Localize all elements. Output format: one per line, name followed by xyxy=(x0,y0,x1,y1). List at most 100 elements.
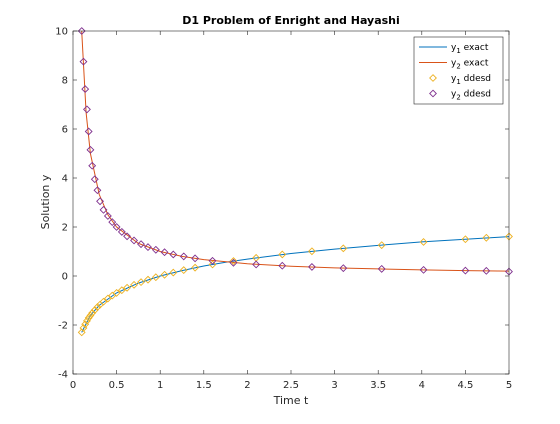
data-point-series-3 xyxy=(90,175,99,184)
data-point-series-3 xyxy=(307,262,316,271)
data-point-series-2 xyxy=(130,280,138,289)
legend-entry-base: y xyxy=(451,90,457,100)
data-point-series-3 xyxy=(112,223,121,231)
data-point-series-3 xyxy=(482,266,491,275)
data-point-series-2 xyxy=(112,288,121,297)
legend-entry-3: y2 ddesd xyxy=(451,90,491,102)
data-point-series-2 xyxy=(461,235,470,244)
data-point-series-2 xyxy=(123,283,132,292)
data-point-series-3 xyxy=(208,256,217,265)
data-point-series-3 xyxy=(151,245,160,254)
data-point-series-2 xyxy=(160,270,169,279)
data-point-series-3 xyxy=(79,57,88,66)
data-point-series-3 xyxy=(117,227,126,236)
data-point-series-2 xyxy=(191,263,200,272)
data-point-series-2 xyxy=(144,275,152,284)
data-point-series-3 xyxy=(83,105,91,114)
data-point-series-3 xyxy=(169,250,178,259)
legend-entry-subscript: 2 xyxy=(456,63,460,71)
data-point-series-2 xyxy=(88,309,97,317)
data-point-series-2 xyxy=(482,233,491,242)
x-tick-label: 4 xyxy=(419,380,425,391)
data-point-series-3 xyxy=(339,264,348,273)
data-point-series-3 xyxy=(130,236,138,245)
legend-entry-0: y1 exact xyxy=(451,43,489,55)
x-tick-label: 4.5 xyxy=(457,380,473,391)
data-point-series-3 xyxy=(88,161,97,170)
legend-entry-suffix: exact xyxy=(461,59,489,69)
x-tick-label: 5 xyxy=(506,380,512,391)
x-tick-label: 3 xyxy=(331,380,337,391)
data-point-series-3 xyxy=(84,127,93,136)
data-point-series-3 xyxy=(81,85,90,94)
x-tick-label: 3.5 xyxy=(370,380,386,391)
data-point-series-2 xyxy=(86,311,95,320)
legend-entry-subscript: 2 xyxy=(456,94,460,102)
y-tick-label: 6 xyxy=(62,125,68,136)
legend-entry-subscript: 1 xyxy=(456,78,460,86)
x-tick-label: 0 xyxy=(70,380,76,391)
data-point-series-3 xyxy=(160,248,169,257)
data-point-series-2 xyxy=(307,247,316,256)
data-point-series-2 xyxy=(151,273,160,282)
x-tick-label: 1 xyxy=(157,380,163,391)
data-point-series-2 xyxy=(377,241,386,250)
data-point-series-3 xyxy=(96,197,104,206)
x-axis-label: Time t xyxy=(273,394,309,407)
data-point-series-2 xyxy=(278,250,287,259)
data-point-series-3 xyxy=(144,243,152,252)
legend-entry-suffix: ddesd xyxy=(461,74,491,84)
data-point-series-2 xyxy=(117,286,126,295)
data-point-series-2 xyxy=(99,297,108,306)
data-point-series-3 xyxy=(252,260,261,269)
y-tick-label: 2 xyxy=(62,223,68,234)
data-point-series-2 xyxy=(103,294,112,303)
data-point-series-2 xyxy=(229,257,238,265)
legend-marker-3 xyxy=(429,89,437,98)
x-tick-label: 2.5 xyxy=(283,380,299,391)
data-point-series-3 xyxy=(77,27,86,35)
data-point-series-3 xyxy=(229,258,238,267)
legend-marker-2 xyxy=(429,74,437,82)
data-point-series-3 xyxy=(103,212,112,220)
legend-entry-subscript: 1 xyxy=(456,47,460,55)
x-tick-label: 0.5 xyxy=(109,380,125,391)
data-point-series-3 xyxy=(93,186,102,195)
data-point-series-3 xyxy=(123,232,132,241)
data-point-series-2 xyxy=(84,313,93,322)
data-point-series-3 xyxy=(179,252,188,261)
legend-entry-base: y xyxy=(451,59,457,69)
legend-entry-suffix: ddesd xyxy=(461,90,491,100)
legend-entry-base: y xyxy=(451,74,457,84)
series-line-0 xyxy=(81,236,510,333)
data-point-series-2 xyxy=(90,306,99,314)
data-point-series-3 xyxy=(461,266,470,275)
data-point-series-3 xyxy=(278,261,287,270)
legend-entry-base: y xyxy=(451,43,457,53)
legend-entry-1: y2 exact xyxy=(451,59,489,71)
data-point-series-3 xyxy=(86,145,95,154)
y-tick-label: 8 xyxy=(62,76,68,87)
data-point-series-3 xyxy=(377,264,386,273)
x-tick-label: 1.5 xyxy=(196,380,212,391)
data-point-series-3 xyxy=(419,265,428,274)
data-point-series-3 xyxy=(99,205,108,214)
data-point-series-2 xyxy=(419,238,428,246)
data-point-series-2 xyxy=(179,266,188,275)
data-point-series-3 xyxy=(137,240,145,249)
y-tick-label: 0 xyxy=(62,272,68,283)
data-point-series-2 xyxy=(83,316,91,325)
data-point-series-3 xyxy=(108,218,117,227)
y-tick-label: -4 xyxy=(58,370,68,381)
data-point-series-2 xyxy=(339,244,348,253)
y-tick-label: 10 xyxy=(55,27,68,38)
data-point-series-3 xyxy=(191,254,200,263)
legend-box xyxy=(413,36,504,105)
x-tick-label: 2 xyxy=(244,380,250,391)
data-point-series-2 xyxy=(93,303,102,312)
y-axis-label: Solution y xyxy=(39,174,52,229)
data-point-series-2 xyxy=(137,278,145,287)
